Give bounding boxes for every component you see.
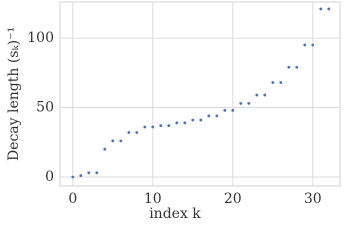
y-tick-label: 100 (27, 30, 54, 46)
point (95, 171, 99, 175)
point (239, 101, 243, 105)
point (271, 81, 275, 84)
chart: index k Decay length (sₖ)⁻¹ 0 50 100 0 10 20 3… (6, 1, 341, 222)
point (159, 124, 163, 127)
point (295, 65, 299, 69)
point (143, 125, 147, 129)
x-tick-label: 30 (304, 191, 322, 207)
x-tick-label: 0 (68, 191, 77, 207)
point (287, 65, 291, 69)
point (191, 118, 195, 122)
point (207, 114, 211, 118)
point (223, 108, 227, 112)
point (279, 81, 283, 84)
y-tick-label: 0 (45, 169, 54, 185)
page: {"chart_data": {"type": "scatter", "xlab… (6, 1, 341, 222)
point (183, 121, 187, 125)
point (199, 118, 203, 122)
point (327, 7, 331, 11)
point (103, 147, 107, 151)
point (151, 125, 155, 129)
point (263, 93, 267, 97)
point (111, 139, 115, 143)
point (79, 174, 83, 177)
point (127, 131, 131, 134)
point (231, 108, 235, 112)
x-axis-label: index k (149, 206, 201, 222)
plot-area (59, 1, 341, 187)
point (247, 101, 251, 105)
y-axis-label: Decay length (sₖ)⁻¹ (6, 27, 22, 161)
point (135, 131, 139, 134)
point (319, 7, 323, 11)
x-tick-label: 20 (224, 191, 242, 207)
point (303, 43, 307, 47)
point (119, 139, 123, 143)
point (87, 171, 91, 175)
point (311, 43, 315, 47)
point (215, 114, 219, 118)
point (175, 121, 179, 125)
point (255, 93, 259, 97)
x-tick-label: 10 (144, 191, 162, 207)
point (167, 124, 171, 127)
y-tick-label: 50 (36, 100, 54, 116)
point (71, 175, 75, 179)
